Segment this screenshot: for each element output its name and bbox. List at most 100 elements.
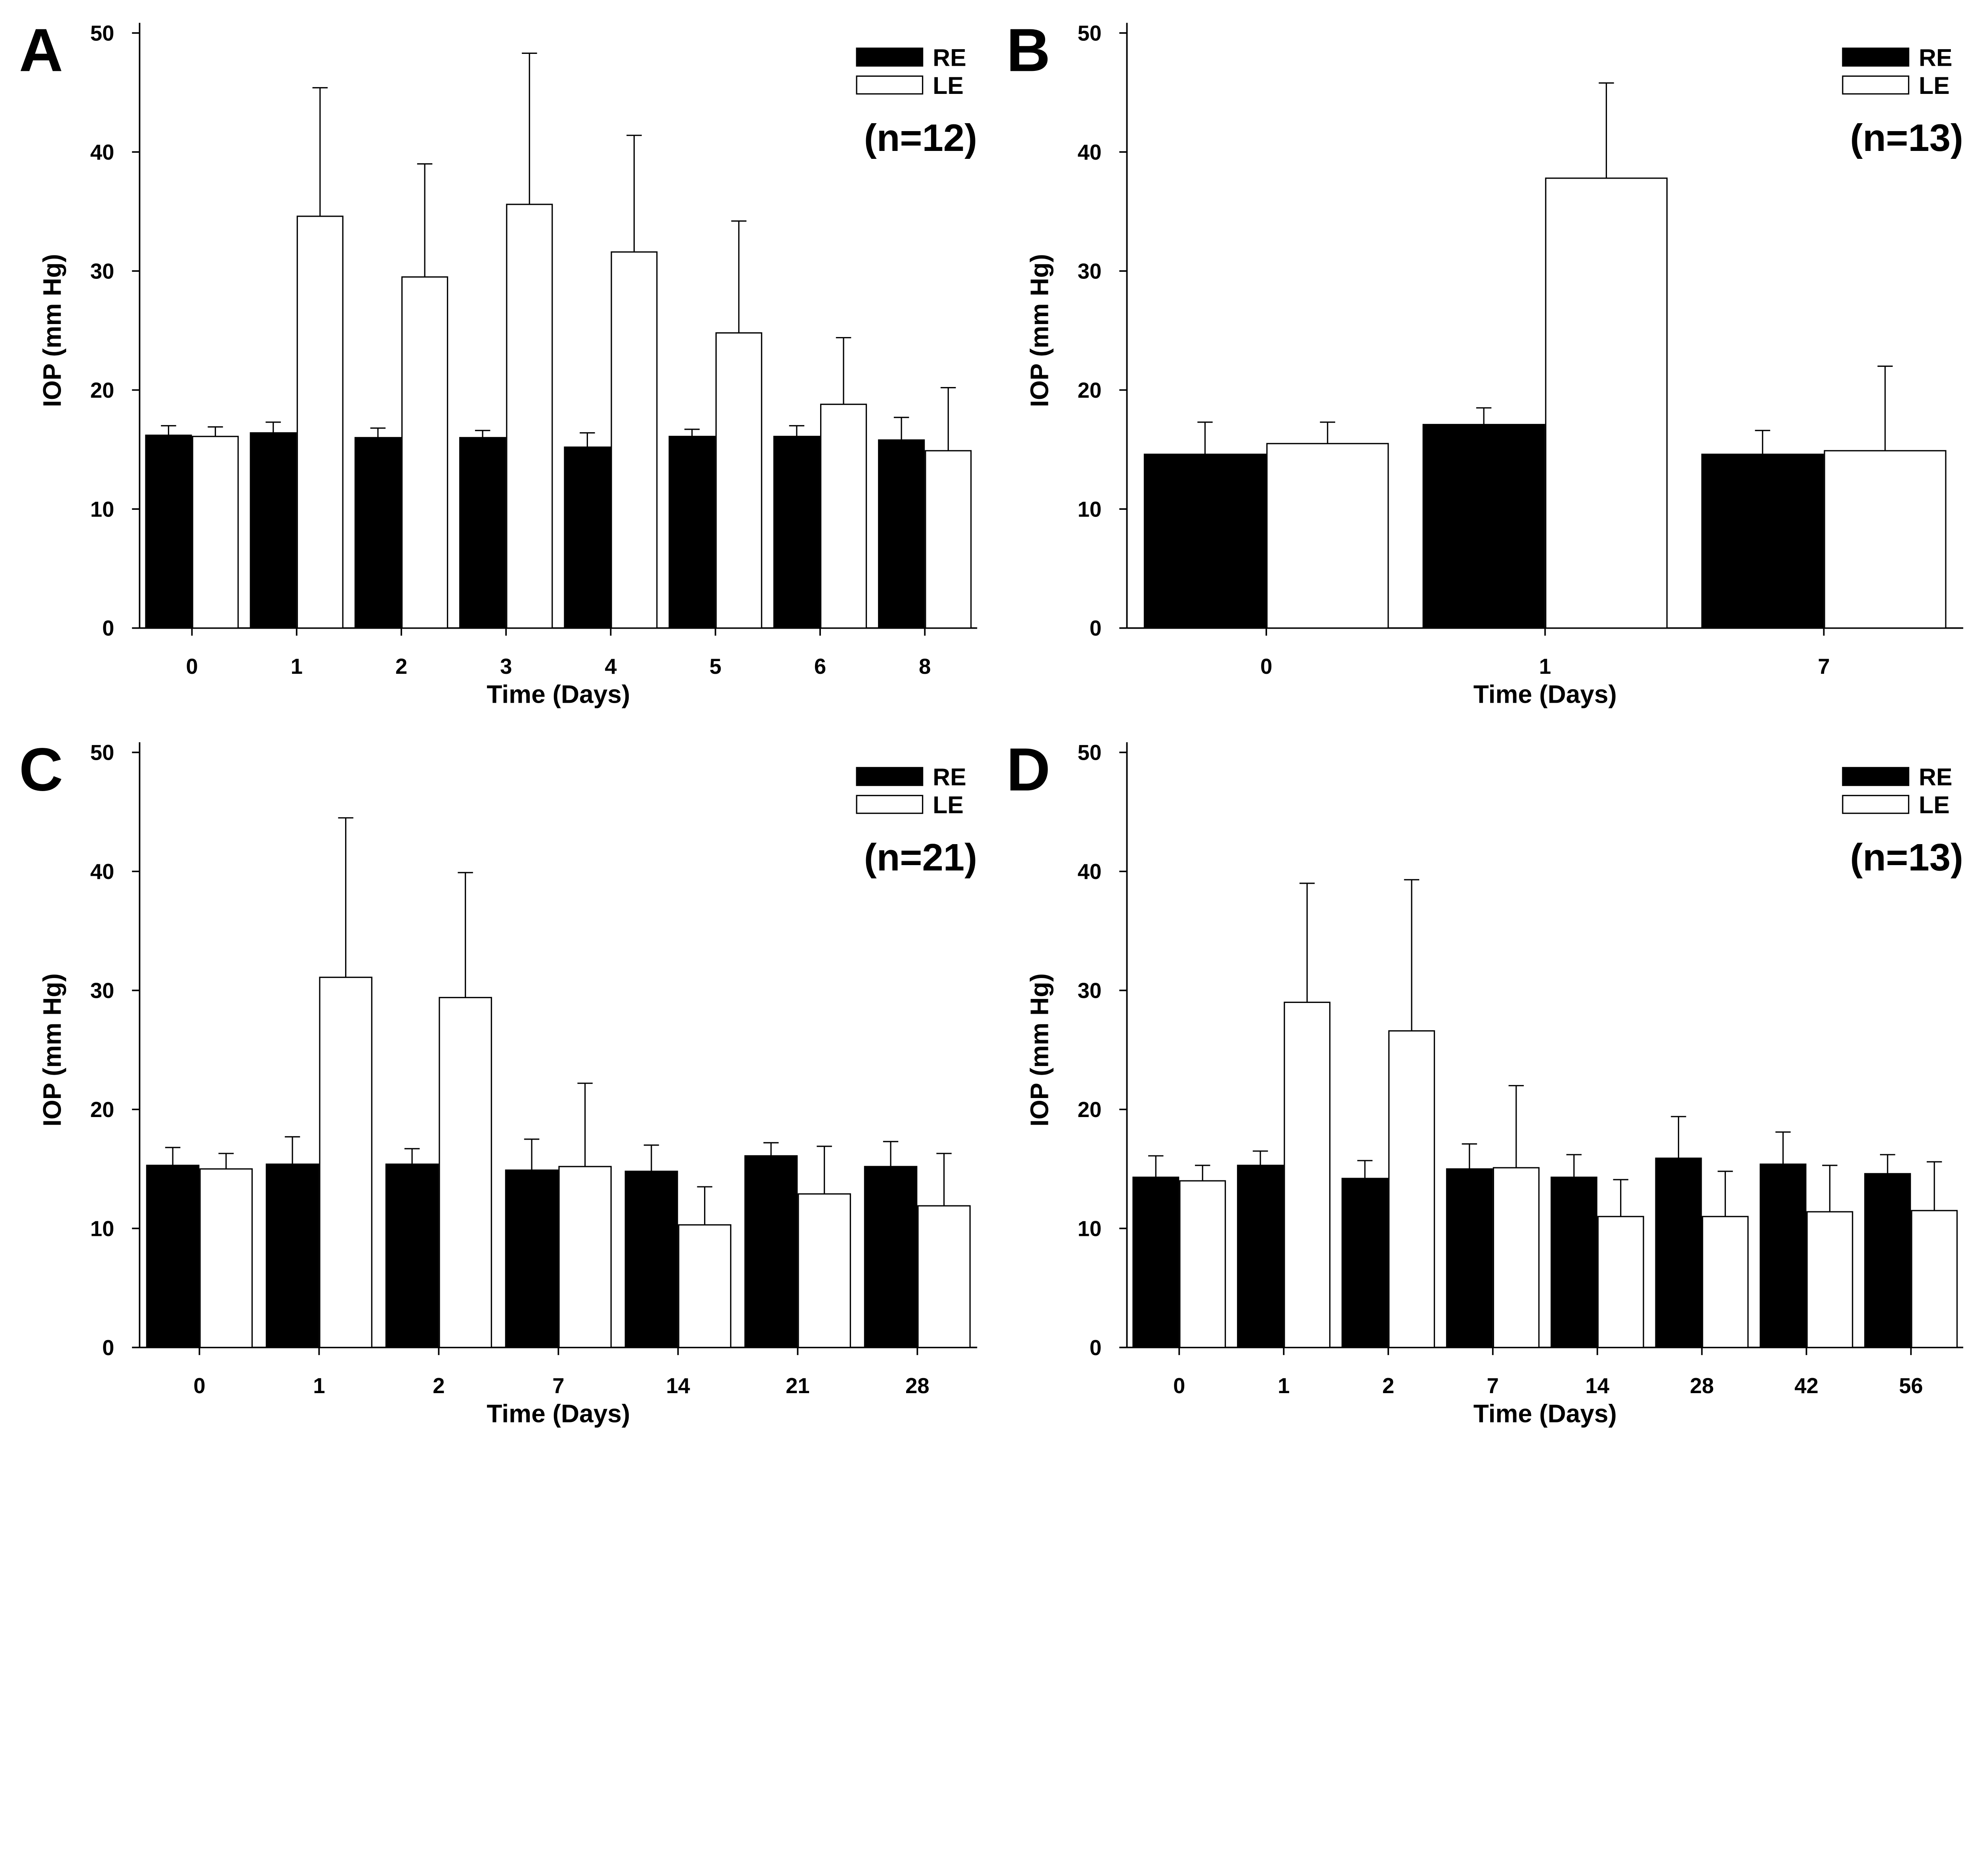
x-tick-label: 2 [395,654,407,679]
y-axis-label: IOP (mm Hg) [1025,973,1054,1127]
y-tick-label: 40 [90,860,115,884]
panel-letter: B [1006,16,1050,84]
legend-swatch-le [1842,795,1910,814]
x-tick-label: 21 [786,1374,810,1398]
bar-re [1655,1157,1702,1348]
bar-le [678,1224,731,1348]
legend-swatch-le [1842,75,1910,95]
bar-re [1760,1163,1807,1348]
x-axis-label: Time (Days) [487,1399,630,1428]
x-tick-label: 1 [313,1374,325,1398]
bar-le [1806,1211,1853,1348]
y-tick-label: 0 [1090,616,1101,641]
x-tick-label: 1 [1539,654,1551,679]
x-tick-label: 7 [1818,654,1830,679]
sample-size-label: (n=13) [1850,117,1963,159]
bar-le [296,215,344,629]
legend-swatch-re [856,48,924,67]
bar-re [1143,454,1267,629]
bar-re [459,437,506,629]
x-tick-label: 28 [1690,1374,1714,1398]
y-tick-label: 0 [102,616,114,641]
y-tick-label: 20 [90,1098,115,1122]
bar-le [1492,1167,1540,1348]
x-tick-label: 7 [552,1374,564,1398]
bar-le [820,404,867,629]
bar-re [773,436,820,629]
y-tick-label: 0 [1090,1336,1101,1360]
bar-le [1179,1180,1226,1348]
x-tick-label: 28 [905,1374,929,1398]
x-tick-label: 8 [919,654,931,679]
legend-label-le: LE [933,72,964,99]
legend-label-re: RE [933,764,966,791]
y-tick-label: 10 [90,497,115,521]
y-tick-label: 10 [1078,497,1102,521]
bar-le [1702,1216,1749,1348]
x-tick-label: 1 [291,654,303,679]
bar-le [1824,450,1947,629]
y-tick-label: 10 [90,1216,115,1241]
bar-le [558,1166,612,1348]
sample-size-label: (n=12) [864,117,977,159]
bar-le [192,436,239,629]
legend-label-le: LE [1919,72,1950,99]
bar-le [1284,1001,1331,1348]
y-tick-label: 50 [1078,21,1102,45]
y-tick-label: 20 [90,378,115,402]
x-tick-label: 2 [1382,1374,1394,1398]
legend-swatch-re [1842,767,1910,786]
bar-le [917,1205,971,1348]
y-tick-label: 30 [90,259,115,283]
sample-size-label: (n=13) [1850,836,1963,879]
panel-d: D 0 10 20 30 40 50 IOP (mm Hg) Time (Days) 0 1 2 7 14… [1006,736,1963,1428]
legend-swatch-le [856,75,924,95]
x-tick-label: 7 [1487,1374,1499,1398]
y-axis-label: IOP (mm Hg) [38,973,67,1127]
y-tick-label: 30 [90,979,115,1003]
bar-le [1545,177,1668,629]
bar-le [199,1168,253,1348]
panel-letter: D [1006,736,1050,804]
bar-re [1550,1176,1597,1348]
legend-label-re: RE [1919,764,1952,791]
bar-le [925,450,972,629]
y-tick-label: 40 [90,140,115,164]
x-tick-label: 14 [1585,1374,1609,1398]
y-tick-label: 30 [1078,259,1102,283]
bar-re [250,432,297,629]
y-tick-label: 20 [1078,1098,1102,1122]
legend-label-le: LE [933,791,964,818]
bar-re [1237,1165,1284,1348]
bar-re [1701,454,1824,629]
legend-label-re: RE [1919,44,1952,71]
panel-b: B 0 10 20 30 40 50 IOP (mm Hg) Time (Days) 0 1 7 REL… [1006,16,1963,708]
x-tick-label: 5 [710,654,721,679]
bar-le [715,332,762,629]
bar-le [319,976,372,1348]
bar-le [1266,443,1389,629]
bar-re [354,437,401,629]
bar-re [265,1163,319,1348]
x-tick-label: 0 [1260,654,1272,679]
y-axis-label: IOP (mm Hg) [1025,254,1054,407]
y-tick-label: 0 [102,1336,114,1360]
x-tick-label: 56 [1899,1374,1923,1398]
x-tick-label: 1 [1278,1374,1290,1398]
x-tick-label: 0 [1173,1374,1185,1398]
bar-re [1422,424,1545,629]
bar-re [1446,1168,1493,1348]
y-axis-label: IOP (mm Hg) [38,254,67,407]
bar-le [1597,1216,1644,1348]
bar-le [506,204,553,629]
y-tick-label: 10 [1078,1216,1102,1241]
bar-le [611,251,658,629]
legend-label-re: RE [933,44,966,71]
y-tick-label: 40 [1078,860,1102,884]
bar-re [864,1166,918,1348]
x-axis-label: Time (Days) [1473,1399,1617,1428]
bar-le [1911,1210,1958,1348]
bar-re [505,1169,559,1348]
panel-a: A 0 10 20 30 40 50 IOP (mm Hg) Time (Days) 0 1 2 3 4 5… [19,16,977,709]
